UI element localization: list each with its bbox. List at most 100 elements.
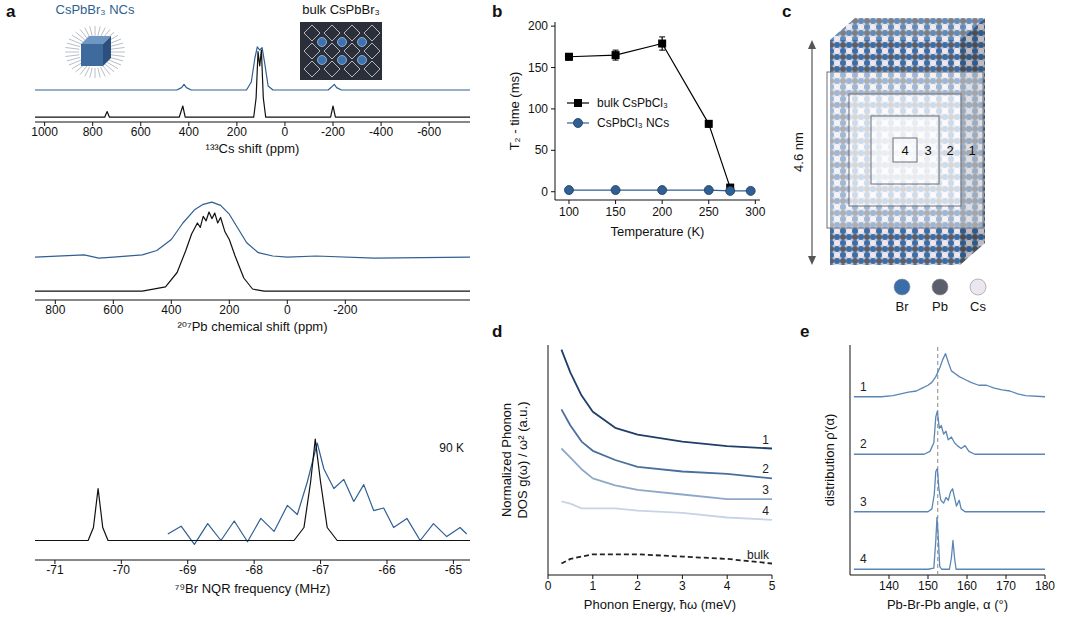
series-line xyxy=(854,469,1045,512)
atom-legend-marker xyxy=(970,279,986,295)
x-tick xyxy=(615,200,616,204)
x-axis xyxy=(35,122,470,123)
x-tick-label: 200 xyxy=(219,303,239,317)
x-tick-label: 150 xyxy=(918,579,938,593)
nc-illustration xyxy=(65,26,125,78)
x-axis-title: Temperature (K) xyxy=(611,224,705,239)
x-tick-label: 200 xyxy=(227,125,247,139)
marker xyxy=(726,186,735,195)
series-label: 3 xyxy=(762,483,769,497)
panel-letter: a xyxy=(6,2,16,21)
cs-atom xyxy=(318,56,327,65)
shell-label: 2 xyxy=(946,143,953,158)
x-axis-title: Phonon Energy, ħω (meV) xyxy=(584,597,736,612)
cs-atom xyxy=(338,56,347,65)
cube-front xyxy=(81,44,103,66)
octahedron xyxy=(364,61,380,77)
marker xyxy=(658,40,666,48)
x-tick-label: 600 xyxy=(103,303,123,317)
x-tick-label: 5 xyxy=(769,579,776,593)
series-line xyxy=(561,501,772,519)
x-axis-title: ⁷⁹Br NQR frequency (MHz) xyxy=(175,581,330,596)
octahedron xyxy=(344,25,360,41)
y-tick xyxy=(551,108,555,109)
series-label: 4 xyxy=(762,504,769,518)
ligand xyxy=(100,67,105,76)
octahedron xyxy=(364,43,380,59)
octahedron xyxy=(324,43,340,59)
x-axis xyxy=(548,575,772,576)
series-label: 2 xyxy=(860,437,867,451)
x-tick-label: -600 xyxy=(417,125,441,139)
ligand xyxy=(95,26,96,36)
legend-marker xyxy=(574,119,583,128)
x-tick-label: 2 xyxy=(634,579,641,593)
marker xyxy=(565,53,573,61)
x-tick-label: 1000 xyxy=(31,125,58,139)
cs-atom xyxy=(358,38,367,47)
series-line xyxy=(35,47,470,90)
plot-area xyxy=(35,439,470,544)
series-label: 1 xyxy=(860,380,867,394)
y-tick-label: 200 xyxy=(528,19,548,33)
x-tick-label: 3 xyxy=(679,579,686,593)
plot-area xyxy=(35,47,470,117)
y-axis xyxy=(548,345,549,575)
shell xyxy=(827,72,983,228)
x-tick-label: 250 xyxy=(699,205,719,219)
shell xyxy=(893,138,917,162)
plot-area xyxy=(564,37,755,195)
size-label: 4.6 nm xyxy=(791,132,806,172)
y-tick-label: 100 xyxy=(528,102,548,116)
legend-label: bulk CsPbCl₃ xyxy=(597,96,668,110)
ligand xyxy=(65,47,79,49)
series-line xyxy=(35,202,470,258)
y-tick xyxy=(551,191,555,192)
shell xyxy=(871,116,939,184)
size-arrow xyxy=(811,44,812,261)
x-tick-label: 400 xyxy=(161,303,181,317)
ligand xyxy=(98,68,100,78)
error-cap xyxy=(659,50,665,51)
ligand xyxy=(90,26,92,36)
x-tick-label: -68 xyxy=(245,563,263,577)
y-axis-title: Normalized Phonon xyxy=(499,403,514,517)
x-tick-label: -70 xyxy=(113,563,131,577)
octahedron xyxy=(304,25,320,41)
series-line xyxy=(569,44,730,188)
marker xyxy=(564,186,573,195)
y-axis-title: distribution ρ′(α) xyxy=(822,414,837,507)
x-tick-label: 4 xyxy=(724,579,731,593)
marker xyxy=(705,120,713,128)
series-line xyxy=(854,518,1045,570)
plot-area xyxy=(854,345,1045,575)
y-tick xyxy=(551,67,555,68)
x-tick-label: -200 xyxy=(333,303,357,317)
atom-legend-marker xyxy=(932,279,948,295)
panel-letter: e xyxy=(800,322,809,341)
y-axis xyxy=(555,22,556,200)
bulk-illustration xyxy=(300,22,382,80)
x-tick-label: -71 xyxy=(46,563,64,577)
x-tick-label: -66 xyxy=(378,563,396,577)
x-tick-label: 150 xyxy=(606,205,626,219)
octahedron xyxy=(304,61,320,77)
cs-atom xyxy=(358,56,367,65)
atom-legend-marker xyxy=(894,279,910,295)
legend: bulk CsPbCl₃CsPbCl₃ NCs xyxy=(567,96,669,130)
octahedron xyxy=(304,43,320,59)
ligand xyxy=(67,43,80,46)
arrow-head xyxy=(808,40,816,49)
x-tick-label: -69 xyxy=(179,563,197,577)
series-line xyxy=(561,554,772,563)
x-tick-label: 300 xyxy=(745,205,765,219)
cube xyxy=(827,18,985,265)
shell-label: 1 xyxy=(968,143,975,158)
y-tick xyxy=(551,150,555,151)
y-tick-label: 50 xyxy=(535,143,549,157)
octahedron xyxy=(344,61,360,77)
atom-legend-label: Cs xyxy=(970,299,986,314)
ligand xyxy=(90,68,92,78)
ligand xyxy=(65,55,79,57)
plot-area xyxy=(561,350,772,564)
